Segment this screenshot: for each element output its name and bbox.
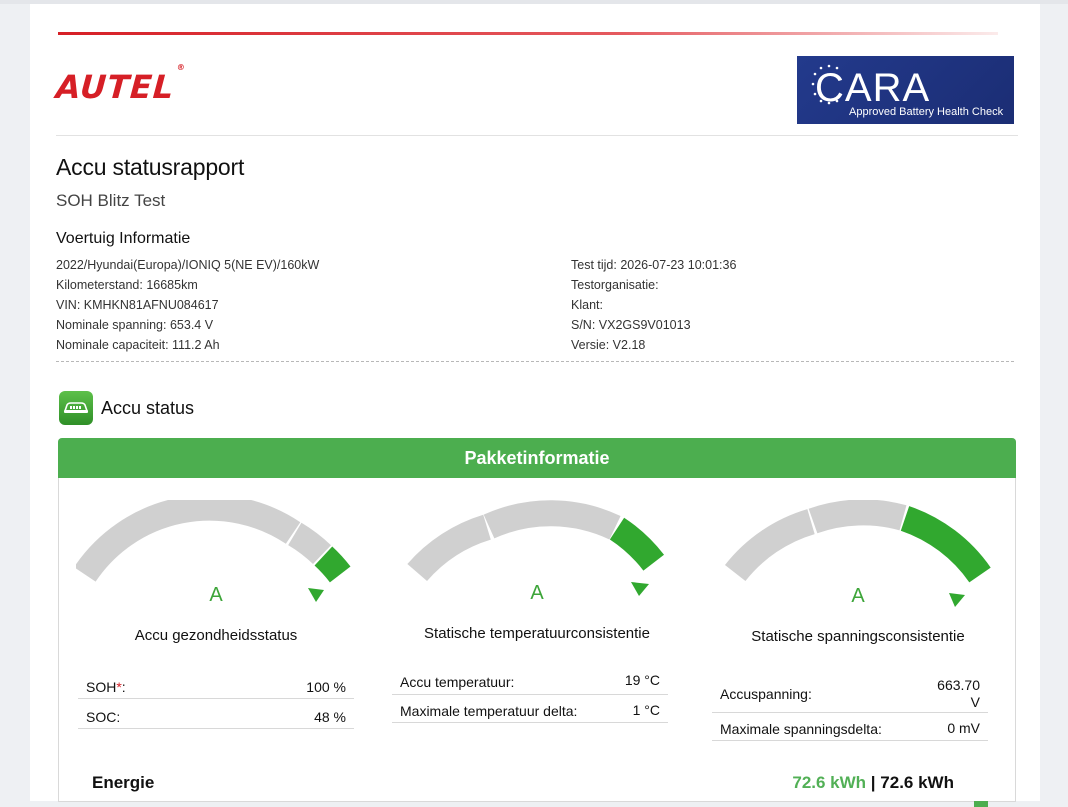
battery-car-icon (59, 391, 93, 425)
table-row: Accu temperatuur: 19 °C (392, 666, 668, 695)
temperature-values: Accu temperatuur: 19 °C Maximale tempera… (392, 666, 668, 724)
voltage-grade: A (851, 585, 865, 607)
header-divider (56, 135, 1018, 136)
voltage-gauge (724, 500, 991, 607)
max-voltage-delta-label: Maximale spanningsdelta: (720, 721, 882, 737)
battery-status-title: Accu status (101, 398, 195, 418)
section-divider (56, 361, 1014, 362)
table-row: Maximale spanningsdelta: 0 mV (712, 713, 988, 741)
vehicle-vin: VIN: KMHKN81AFNU084617 (56, 298, 219, 312)
energy-value: 72.6 kWh | 72.6 kWh (792, 773, 954, 792)
test-time: Test tijd: 2026-07-23 10:01:36 (571, 258, 737, 272)
table-row: SOC: 48 % (78, 699, 354, 729)
table-row: SOH*: 100 % (78, 670, 354, 699)
temperature-grade: A (530, 582, 544, 604)
gauge-pointer-icon (631, 582, 649, 596)
cara-badge: CARA Approved Battery Health Check (797, 56, 1014, 124)
vehicle-mileage: Kilometerstand: 16685km (56, 278, 198, 292)
max-voltage-delta-value: 0 mV (947, 720, 980, 736)
top-bar (0, 0, 1068, 4)
soh-label: SOH*: (86, 679, 126, 695)
max-temperature-delta-label: Maximale temperatuur delta: (400, 703, 578, 719)
page-subtitle: SOH Blitz Test (56, 191, 166, 210)
autel-logo: AUTEL® (54, 63, 187, 106)
battery-temperature-label: Accu temperatuur: (400, 674, 515, 690)
cara-subtitle: Approved Battery Health Check (849, 106, 1004, 118)
test-organisation: Testorganisatie: (571, 278, 659, 292)
table-row: Accuspanning: 663.70 V (712, 670, 988, 713)
max-temperature-delta-value: 1 °C (632, 702, 660, 718)
cara-wordmark: CARA (815, 66, 931, 110)
energy-value-primary: 72.6 kWh (792, 773, 867, 792)
version: Versie: V2.18 (571, 338, 646, 352)
health-gauge-label: Accu gezondheidsstatus (134, 627, 298, 644)
health-grade: A (209, 584, 223, 606)
battery-voltage-label: Accuspanning: (720, 686, 812, 702)
gauge-pointer-icon (949, 593, 965, 607)
vehicle-info-left: 2022/Hyundai(Europa)/IONIQ 5(NE EV)/160k… (56, 255, 319, 355)
pack-info-panel (58, 438, 1016, 802)
vehicle-model: 2022/Hyundai(Europa)/IONIQ 5(NE EV)/160k… (56, 258, 320, 272)
energy-indicator (974, 801, 988, 807)
soh-value: 100 % (306, 679, 346, 695)
health-values: SOH*: 100 % SOC: 48 % (78, 670, 354, 730)
battery-voltage-value: 663.70 V (937, 677, 980, 710)
vehicle-info-right: Test tijd: 2026-07-23 10:01:36 Testorgan… (571, 255, 736, 355)
vehicle-nominal-capacity: Nominale capaciteit: 111.2 Ah (56, 338, 220, 352)
page-title: Accu statusrapport (56, 154, 245, 180)
energy-value-secondary: 72.6 kWh (880, 773, 954, 792)
voltage-gauge-label: Statische spanningsconsistentie (751, 628, 965, 645)
header-accent-line (58, 32, 998, 35)
soc-value: 48 % (314, 709, 346, 725)
serial-number: S/N: VX2GS9V01013 (571, 318, 691, 332)
energy-label: Energie (92, 773, 155, 792)
temperature-gauge-label: Statische temperatuurconsistentie (424, 625, 650, 642)
vehicle-nominal-voltage: Nominale spanning: 653.4 V (56, 318, 214, 332)
vehicle-info-heading: Voertuig Informatie (56, 230, 191, 247)
customer: Klant: (571, 298, 603, 312)
table-row: Maximale temperatuur delta: 1 °C (392, 695, 668, 723)
voltage-values: Accuspanning: 663.70 V Maximale spannings… (712, 670, 988, 742)
report-page: AUTEL® CARA Approved Battery Health Chec… (30, 4, 1040, 807)
soc-label: SOC: (86, 709, 121, 725)
gauge-pointer-icon (308, 588, 324, 602)
temperature-gauge (407, 500, 665, 596)
health-gauge (76, 500, 351, 602)
eu-stars-icon (807, 62, 847, 118)
battery-temperature-value: 19 °C (624, 672, 660, 688)
pack-info-header: Pakketinformatie (58, 438, 1016, 478)
